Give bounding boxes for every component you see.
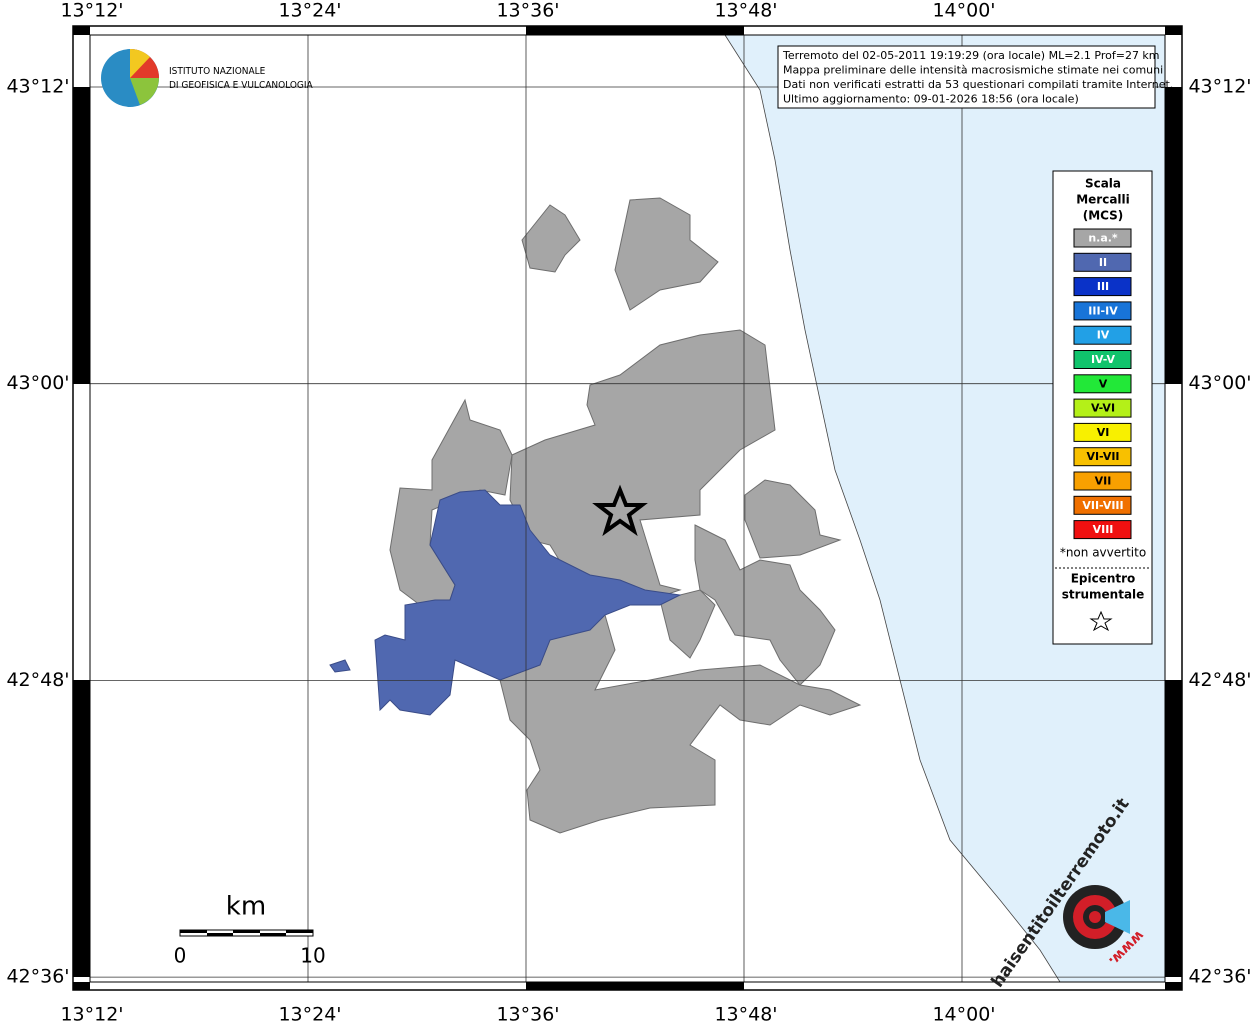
frame-band: [73, 982, 90, 990]
legend-label: VIII: [1093, 523, 1114, 536]
legend-swatch: [1073, 301, 1132, 321]
lon-label: 13°12': [60, 0, 123, 22]
legend-swatch: [1073, 495, 1132, 515]
lat-label: 42°36': [6, 966, 69, 988]
legend-star: [1089, 610, 1113, 632]
legend-label: III: [1097, 280, 1109, 293]
legend-label: III-IV: [1088, 304, 1118, 317]
legend-label: V: [1099, 377, 1108, 390]
legend-label: V-VI: [1091, 402, 1115, 415]
legend-label: IV-V: [1091, 353, 1116, 366]
lon-label: 14°00': [932, 0, 995, 22]
frame-band: [1165, 982, 1182, 990]
frame-band: [73, 26, 90, 35]
legend-title: Mercalli: [1076, 193, 1130, 207]
lon-label: 14°00': [932, 1004, 995, 1025]
legend-swatch: [1073, 520, 1132, 540]
legend-epicenter: strumentale: [1062, 588, 1145, 602]
frame-band: [73, 680, 90, 977]
ingv-logo: [101, 49, 159, 107]
frame-band: [526, 982, 744, 990]
frame-band: [73, 87, 90, 384]
frame-band: [1165, 26, 1182, 35]
logo-text: DI GEOFISICA E VULCANOLOGIA: [169, 80, 314, 91]
info-box: [777, 45, 1156, 109]
legend-title: (MCS): [1083, 209, 1124, 223]
legend-swatch: [1073, 277, 1132, 297]
legend-swatch: [1073, 252, 1132, 272]
legend-swatch: [1073, 447, 1132, 467]
info-line: Mappa preliminare delle intensità macros…: [783, 64, 1163, 77]
lon-label: 13°24': [278, 0, 341, 22]
scale-unit: km: [226, 892, 266, 922]
legend-title: Scala: [1085, 177, 1121, 191]
logo-text: ISTITUTO NAZIONALE: [169, 66, 266, 77]
legend-swatch: [1073, 350, 1132, 369]
brand-logo: [1063, 885, 1130, 949]
legend-label: VI-VII: [1086, 450, 1119, 463]
lon-label: 13°36': [496, 1004, 559, 1025]
legend-swatch: [1073, 471, 1132, 491]
lat-label: 42°36': [1188, 966, 1251, 988]
scale-label: 0: [174, 944, 187, 968]
lon-label: 13°36': [496, 0, 559, 22]
legend-swatch: [1073, 325, 1132, 345]
legend-label: VII-VIII: [1082, 499, 1123, 512]
lat-label: 42°48': [1188, 669, 1251, 691]
lon-label: 13°24': [278, 1004, 341, 1025]
epicenter-star: [592, 484, 648, 537]
lat-label: 43°12': [1188, 76, 1251, 98]
lat-label: 42°48': [6, 669, 69, 691]
legend-label: VI: [1097, 426, 1110, 439]
legend-swatch: [1073, 398, 1132, 418]
frame-band: [1165, 87, 1182, 384]
info-line: Dati non verificati estratti da 53 quest…: [783, 78, 1173, 91]
lon-label: 13°48': [714, 1004, 777, 1025]
legend-swatch: [1073, 228, 1132, 248]
lat-label: 43°12': [6, 76, 69, 98]
legend-epicenter: Epicentro: [1071, 572, 1136, 586]
legend-swatch: [1073, 374, 1132, 394]
lat-label: 43°00': [1188, 372, 1251, 394]
info-line: Ultimo aggiornamento: 09-01-2026 18:56 (…: [783, 93, 1079, 106]
scale-bar: [179, 929, 314, 937]
legend-note: *non avvertito: [1060, 546, 1146, 560]
lon-label: 13°48': [714, 0, 777, 22]
legend-swatch: [1073, 422, 1132, 442]
municipalities: [329, 197, 862, 834]
info-line: Terremoto del 02-05-2011 19:19:29 (ora l…: [782, 49, 1160, 62]
legend-label: VII: [1095, 475, 1112, 488]
legend-label: n.a.*: [1088, 232, 1118, 245]
scale-label: 10: [300, 944, 325, 968]
legend-label: IV: [1097, 329, 1110, 342]
legend-label: II: [1099, 256, 1107, 269]
frame-band: [1165, 680, 1182, 977]
lon-label: 13°12': [60, 1004, 123, 1025]
frame-band: [526, 26, 744, 35]
lat-label: 43°00': [6, 372, 69, 394]
